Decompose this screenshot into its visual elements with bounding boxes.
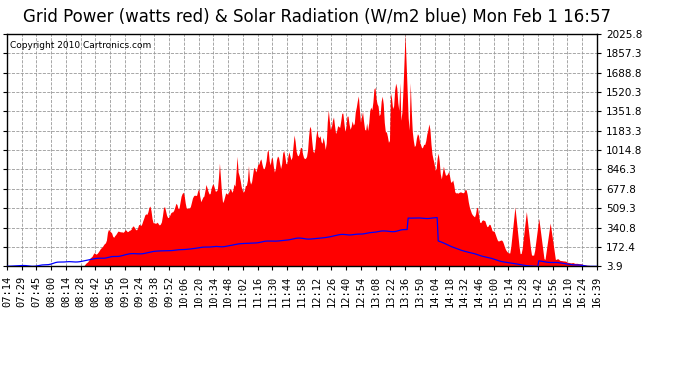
Text: Copyright 2010 Cartronics.com: Copyright 2010 Cartronics.com bbox=[10, 41, 151, 50]
Text: Grid Power (watts red) & Solar Radiation (W/m2 blue) Mon Feb 1 16:57: Grid Power (watts red) & Solar Radiation… bbox=[23, 8, 611, 26]
